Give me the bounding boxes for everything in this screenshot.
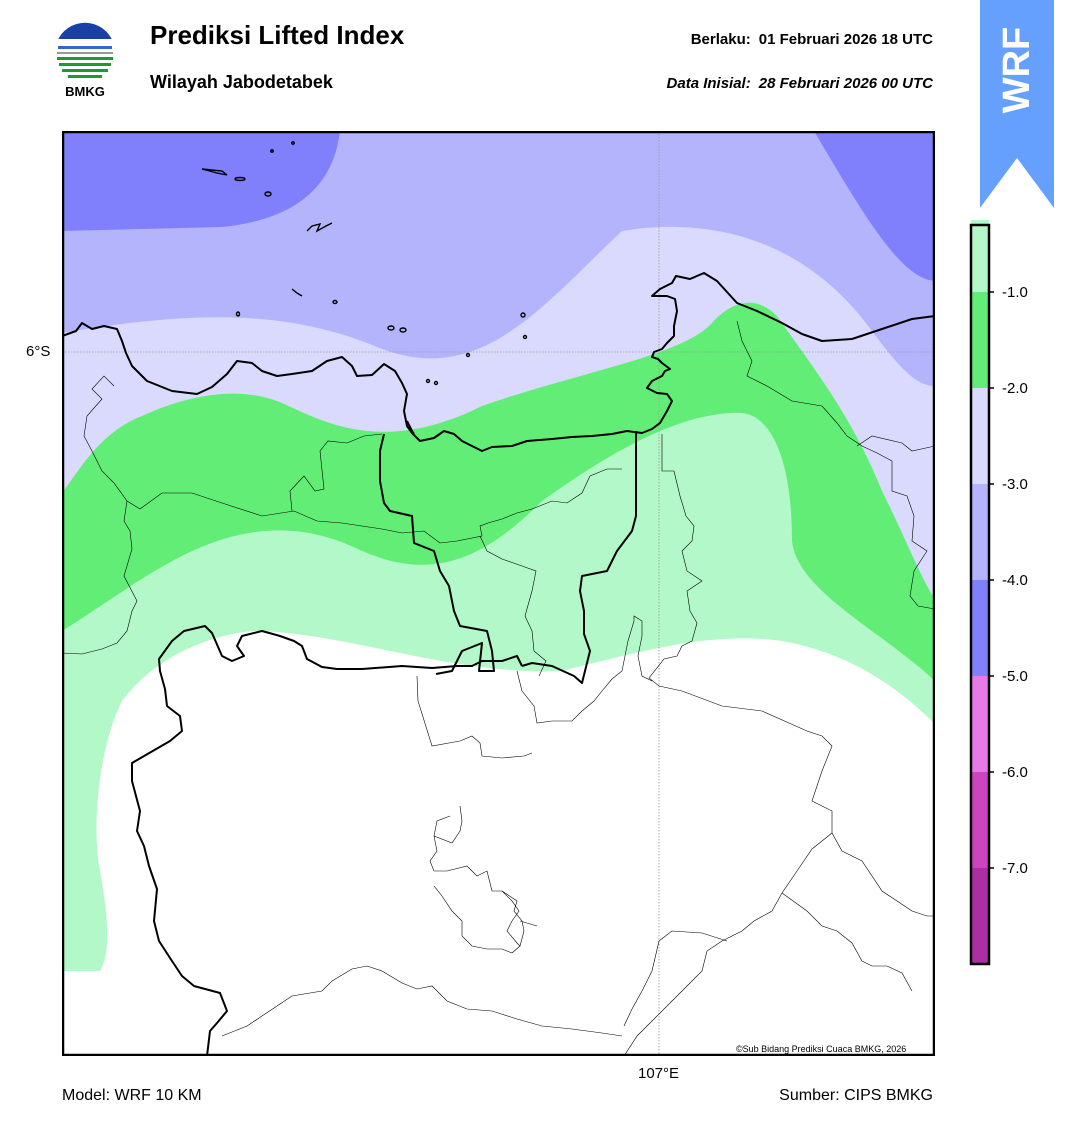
map-title: Prediksi Lifted Index — [150, 20, 405, 50]
latitude-label: 6°S — [26, 343, 51, 360]
colorbar-segment — [971, 868, 989, 964]
colorbar-segment — [971, 484, 989, 580]
colorbar-frame — [969, 223, 991, 966]
colorbar-tick-label: -3.0 — [1002, 476, 1028, 493]
valid-time: Berlaku: 01 Februari 2026 18 UTC — [691, 31, 933, 48]
islands — [201, 141, 528, 386]
colorbar-segment — [971, 220, 989, 292]
valid-value: 01 Februari 2026 18 UTC — [758, 31, 933, 48]
colorbar-tick-label: -4.0 — [1002, 572, 1028, 589]
map-credit: ©Sub Bidang Prediksi Cuaca BMKG, 2026 — [736, 1044, 907, 1054]
colorbar-tick-label: -5.0 — [1002, 668, 1028, 685]
valid-label: Berlaku: — [690, 31, 751, 48]
init-value: 28 Februari 2026 00 UTC — [758, 75, 933, 92]
colorbar-segment — [971, 772, 989, 868]
bmkg-logo — [55, 22, 115, 83]
colorbar-tick-label: -6.0 — [1002, 764, 1028, 781]
colorbar-segment — [971, 292, 989, 388]
regency-boundaries — [62, 320, 935, 1056]
colorbar-segment — [971, 676, 989, 772]
longitude-label: 107°E — [638, 1065, 680, 1082]
colorbar: 0.0-1.0-2.0-3.0-4.0-5.0-6.0-7.0 — [969, 220, 1028, 966]
colorbar-tick-label: -2.0 — [1002, 380, 1028, 397]
init-time: Data Inisial: 28 Februari 2026 00 UTC — [667, 75, 933, 92]
model-label: Model: WRF 10 KM — [62, 1087, 202, 1104]
colorbar-tick-label: -1.0 — [1002, 284, 1028, 301]
init-label: Data Inisial: — [666, 75, 751, 92]
logo-text: BMKG — [65, 84, 105, 99]
wrf-banner-text: WRF — [996, 27, 1038, 114]
coastline — [62, 272, 935, 1056]
map-frame — [62, 131, 935, 1056]
colorbar-segment — [971, 388, 989, 484]
wrf-text: WRF — [996, 27, 1038, 114]
colorbar-tick-label: -7.0 — [1002, 860, 1028, 877]
band-above-0 — [62, 631, 935, 1056]
band-minus4-minus5-east — [814, 131, 935, 281]
colorbar-segment — [971, 580, 989, 676]
lifted-index-map — [62, 131, 935, 1056]
wrf-banner — [980, 0, 1054, 208]
band-minus4-minus5-west — [62, 131, 340, 231]
map-subtitle: Wilayah Jabodetabek — [150, 72, 333, 92]
source-label: Sumber: CIPS BMKG — [779, 1087, 933, 1104]
